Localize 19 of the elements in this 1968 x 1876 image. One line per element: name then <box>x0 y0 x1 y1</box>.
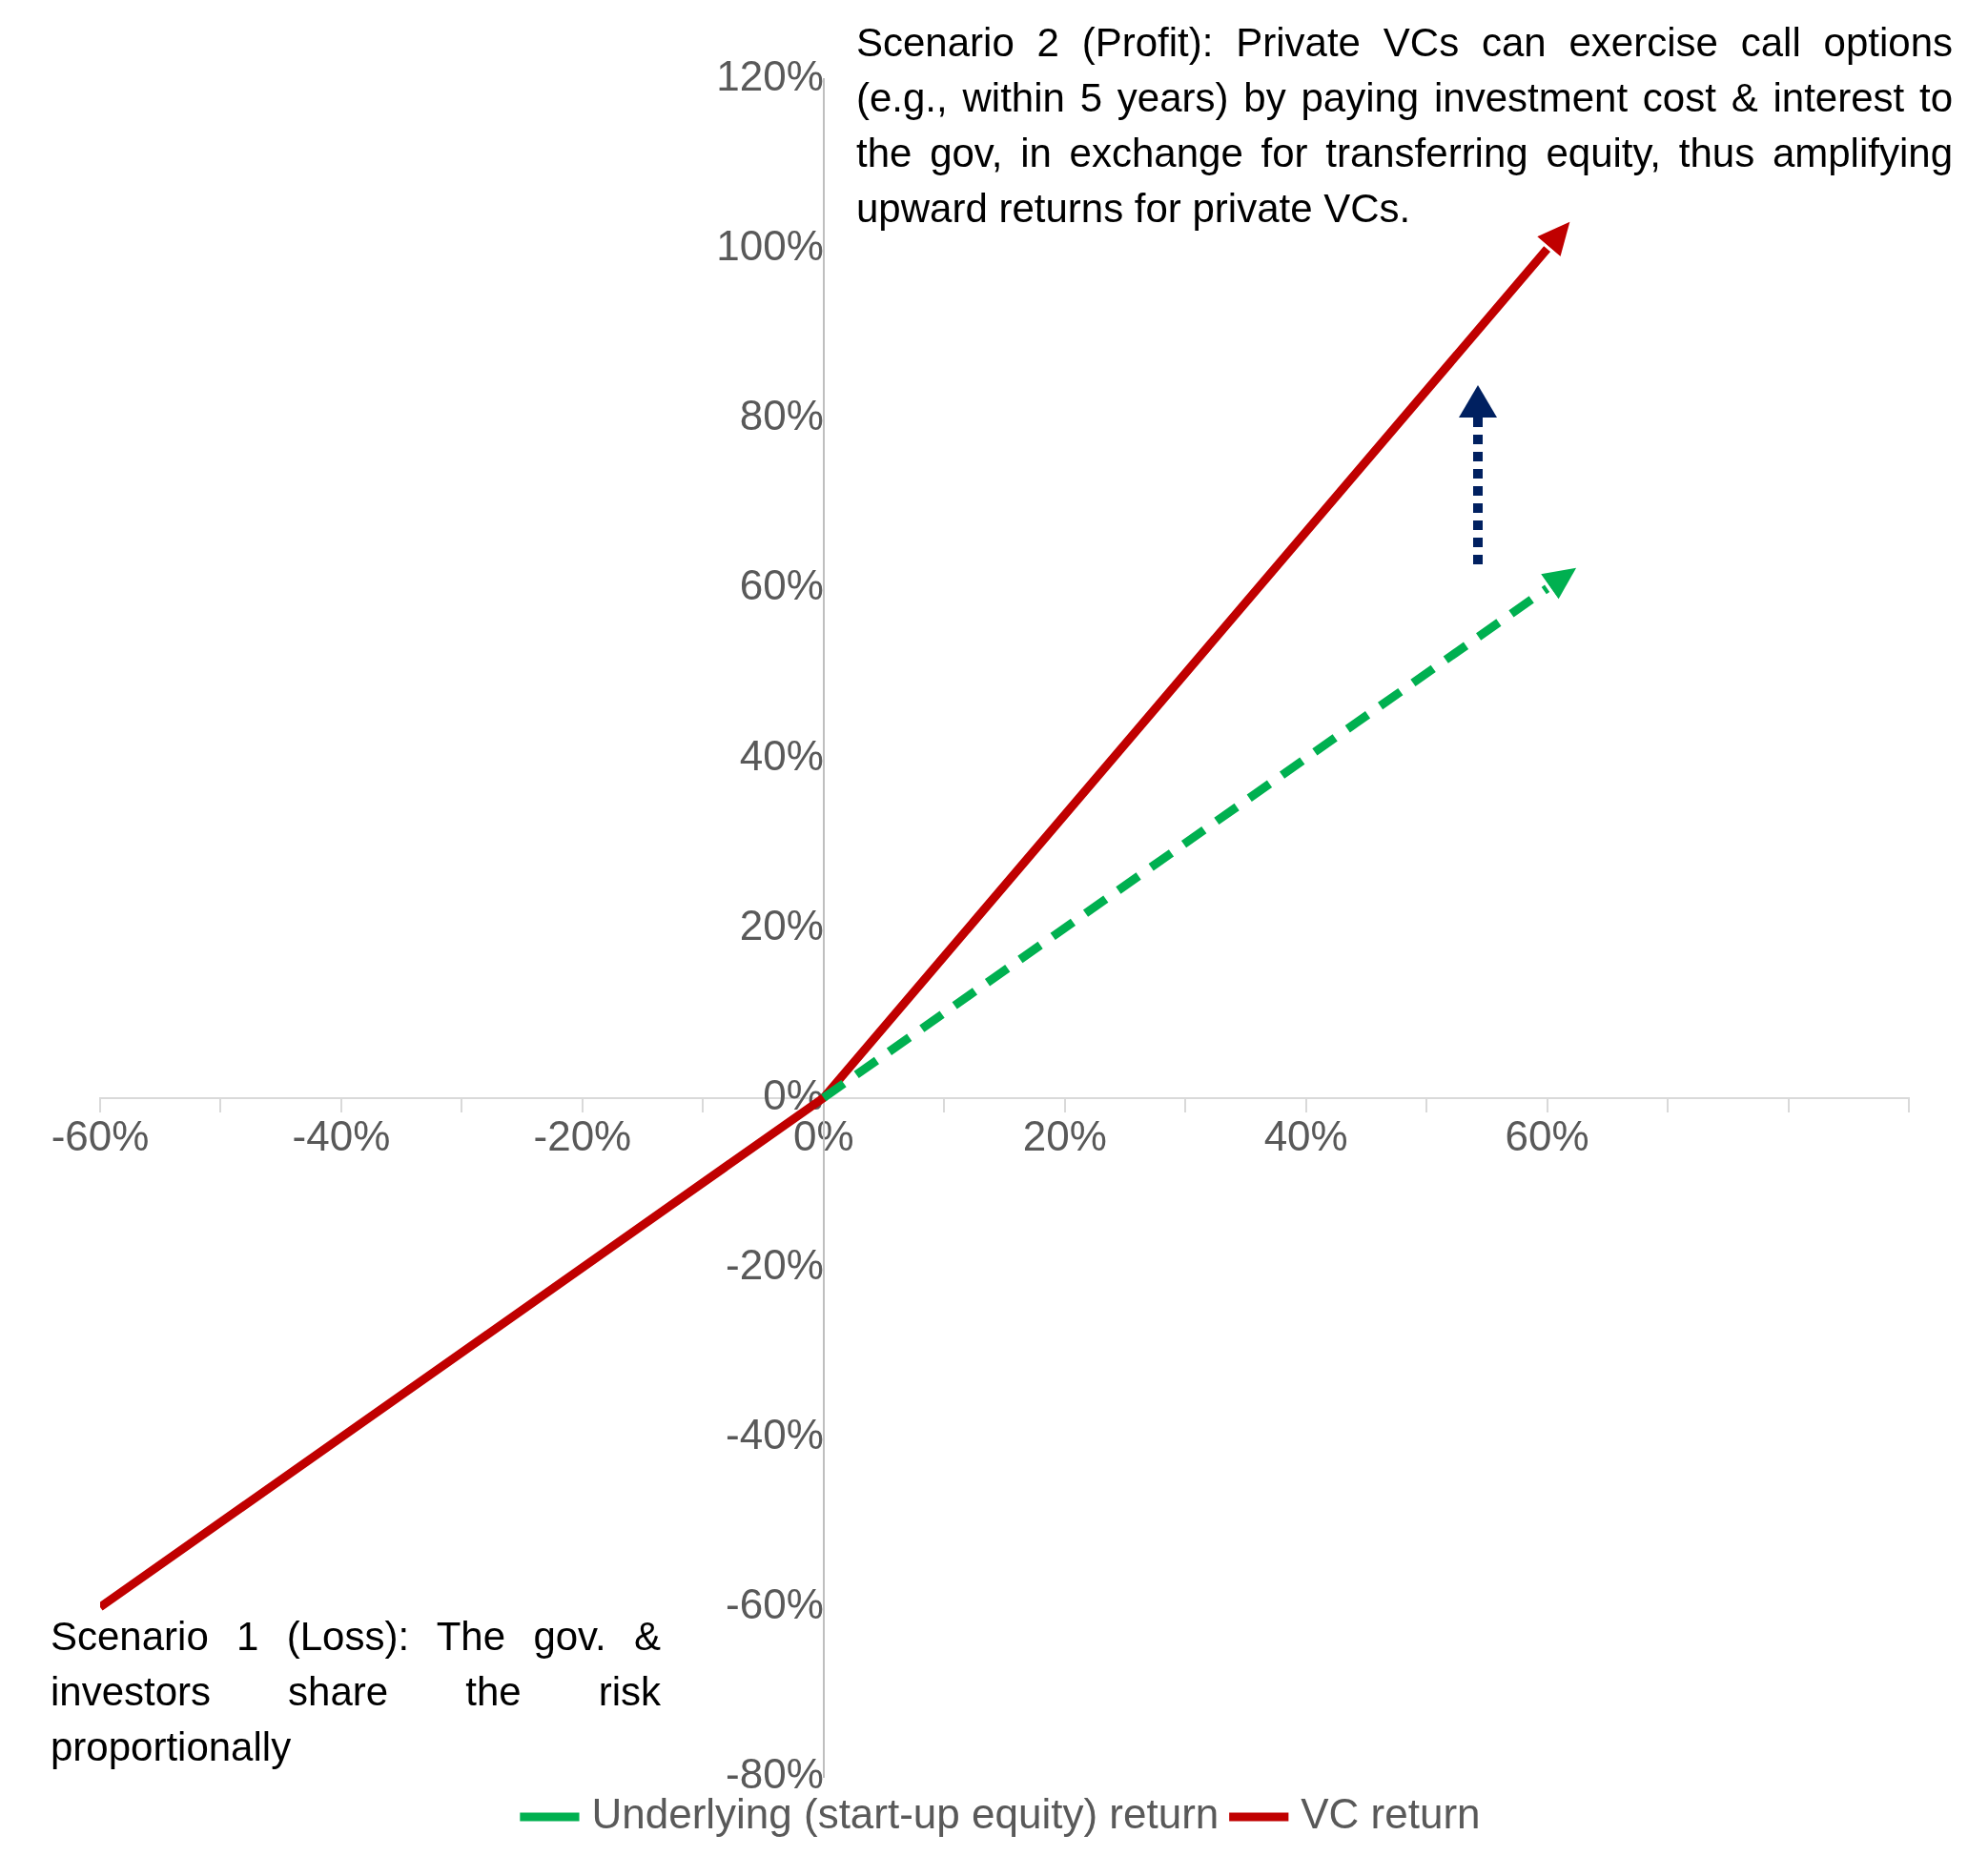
annotation: Scenario 1 (Loss): The gov. & investors share the risk proportionally <box>51 1613 661 1771</box>
y-tick-label: 60% <box>739 561 824 609</box>
y-tick-label: 100% <box>716 222 824 270</box>
annotation: Scenario 2 (Profit): Private VCs can exercise call options (e.g., within 5 years) by paying investment cost & interest to the gov, in exchange for transferring equity, thus amplifying upward returns for private VCs. <box>856 19 1953 233</box>
legend-label: VC return <box>1301 1790 1481 1838</box>
x-tick-label: -40% <box>292 1112 391 1160</box>
x-tick-label: -60% <box>51 1112 150 1160</box>
y-tick-label: -20% <box>726 1240 824 1288</box>
y-tick-label: -40% <box>726 1410 824 1458</box>
x-tick-label: 0% <box>793 1112 854 1160</box>
x-tick-label: 20% <box>1022 1112 1107 1160</box>
x-tick-label: 60% <box>1505 1112 1589 1160</box>
y-tick-label: 120% <box>716 52 824 100</box>
y-tick-label: -60% <box>726 1580 824 1628</box>
y-tick-label: 80% <box>739 392 824 439</box>
x-tick-label: 40% <box>1263 1112 1348 1160</box>
x-tick-label: -20% <box>533 1112 632 1160</box>
y-tick-label: 20% <box>739 901 824 948</box>
y-tick-label: 40% <box>739 731 824 779</box>
